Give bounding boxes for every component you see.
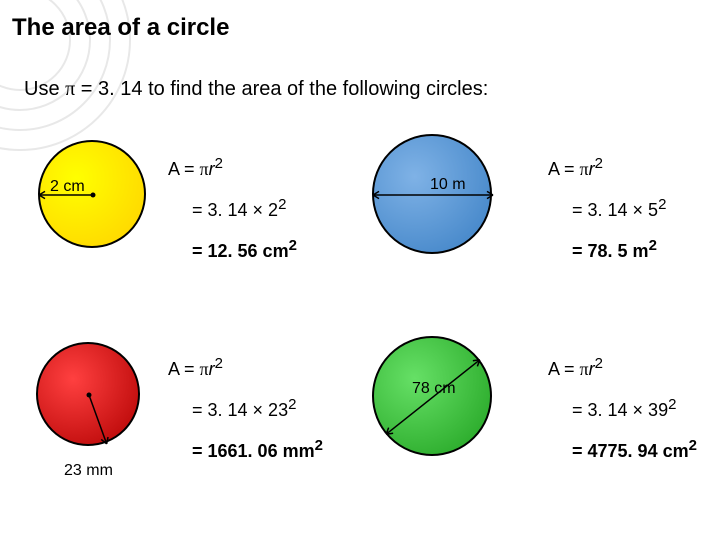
circle-2: 10 m <box>372 134 492 254</box>
calculation-2: A = πr2= 3. 14 × 52= 78. 5 m2 <box>548 148 666 270</box>
calculation-4: A = πr2= 3. 14 × 392= 4775. 94 cm2 <box>548 348 697 470</box>
page-title: The area of a circle <box>12 14 229 42</box>
radius-label-2: 10 m <box>430 176 466 194</box>
circle-3: 23 mm <box>36 342 140 446</box>
calculation-1: A = πr2= 3. 14 × 22= 12. 56 cm2 <box>168 148 297 270</box>
calculation-3: A = πr2= 3. 14 × 232= 1661. 06 mm2 <box>168 348 323 470</box>
subtitle: Use π = 3. 14 to find the area of the fo… <box>24 78 488 101</box>
radius-label-4: 78 cm <box>412 380 456 398</box>
circle-4: 78 cm <box>372 336 492 456</box>
radius-label-3: 23 mm <box>64 462 113 480</box>
circle-1: 2 cm <box>38 140 146 248</box>
radius-label-1: 2 cm <box>50 178 85 196</box>
